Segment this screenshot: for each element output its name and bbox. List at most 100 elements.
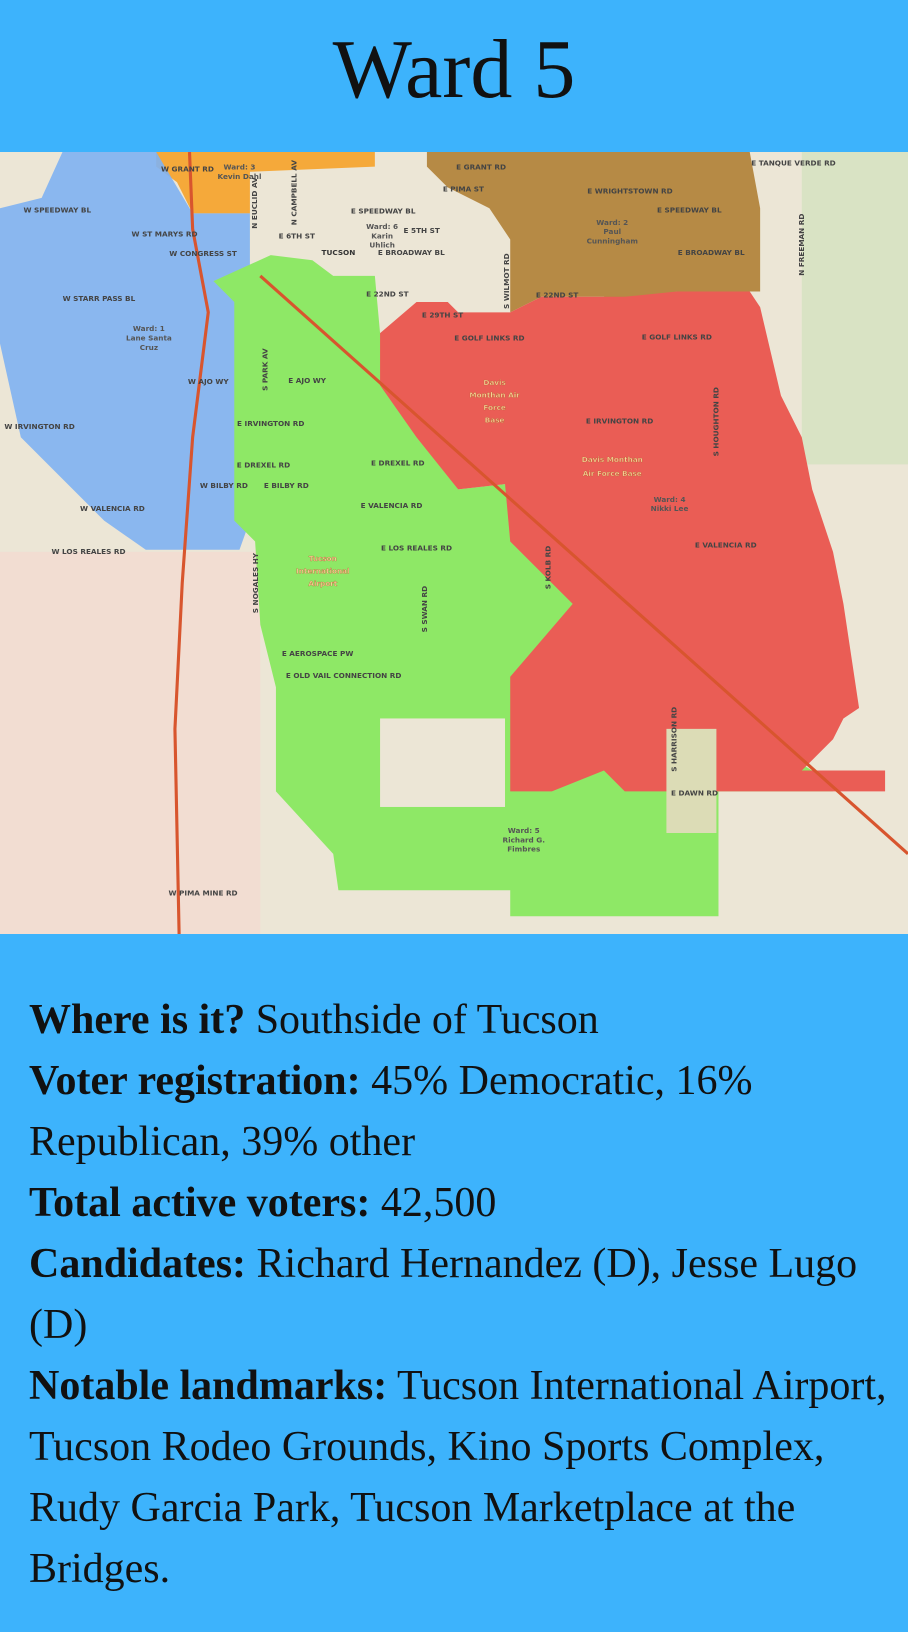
map-label: E GRANT RD [456,163,506,172]
ward-1 [0,152,250,550]
info-item: Where is it? Southside of Tucson [29,990,891,1051]
map-label: Paul [603,227,621,236]
map-label: Ward: 1 [133,324,165,333]
info-item: Notable landmarks: Tucson International … [29,1356,891,1600]
park-area [801,152,908,465]
map-label: E VALENCIA RD [695,541,757,550]
map-label: E IRVINGTON RD [586,417,653,426]
map-label: W VALENCIA RD [80,504,145,513]
info-label: Notable landmarks: [29,1363,388,1409]
map-label: S KOLB RD [544,546,553,590]
info-text: 42,500 [380,1180,497,1226]
map-label: S HOUGHTON RD [711,387,720,456]
info-text: Southside of Tucson [255,997,599,1043]
map-label: Ward: 4 [654,495,686,504]
map-label: E BROADWAY BL [378,248,445,257]
info-label: Where is it? [29,997,246,1043]
info-text: 45% Democratic, 16% Republican, 39% othe… [29,1058,753,1165]
map-label: E 22ND ST [536,291,578,300]
map-label: E DREXEL RD [237,460,290,469]
map-label: E AEROSPACE PW [282,649,354,658]
map-label: E DAWN RD [671,788,718,797]
info-label: Total active voters: [29,1180,371,1226]
map-label: Cunningham [587,237,638,246]
map-label: W LOS REALES RD [52,547,126,556]
title: Ward 5 [332,23,576,116]
map-label: E OLD VAIL CONNECTION RD [286,671,402,680]
map-label: Force [483,403,506,412]
map-label: E AJO WY [288,376,327,385]
map-label: E GOLF LINKS RD [454,333,524,342]
info-text: Richard Hernandez (D), Jesse Lugo (D) [29,1241,858,1348]
map-label: Monthan Air [469,391,520,400]
map-label: Lane Santa [126,333,172,342]
map-label: E LOS REALES RD [381,544,452,553]
map-label: Davis [483,378,506,387]
map-label: S NOGALES HY [251,552,260,613]
map-label: Fimbres [507,845,540,854]
map-label: W SPEEDWAY BL [23,205,91,214]
map-label: E 5TH ST [404,226,440,235]
info-item: Total active voters: 42,500 [29,1173,891,1234]
map-label: S SWAN RD [420,586,429,633]
map-label: Cruz [140,343,158,352]
map-label: E PIMA ST [443,184,484,193]
map-label: N EUCLID AV [250,177,259,229]
map-label: E DREXEL RD [371,458,424,467]
map-label: W AJO WY [188,377,230,386]
map-label: W GRANT RD [161,165,214,174]
map-label: Richard G. [503,835,546,844]
map-label: W BILBY RD [200,481,248,490]
map-label: E SPEEDWAY BL [351,206,416,215]
map-label: Ward: 2 [596,218,628,227]
info-item: Voter registration: 45% Democratic, 16% … [29,1051,891,1173]
info-label: Voter registration: [29,1058,361,1104]
map-label: W CONGRESS ST [169,249,237,258]
interstate-19 [173,152,210,934]
info-section: Where is it? Southside of Tucson Voter re… [29,990,891,1600]
map-label: Airport [308,579,337,588]
map-label: N FREEMAN RD [797,214,806,276]
map-label: Uhlich [369,241,395,250]
ward-3 [156,152,375,214]
map-label: E 29TH ST [422,310,463,319]
map-label: Karin [371,231,393,240]
map-label: W ST MARYS RD [132,229,198,238]
map-label: S WILMOT RD [502,253,511,309]
map-label: E BROADWAY BL [678,248,745,257]
info-label: Candidates: [29,1241,247,1287]
map-label: E SPEEDWAY BL [657,205,722,214]
map-label: Ward: 6 [366,222,398,231]
ward-4 [380,291,886,792]
map-label: E TANQUE VERDE RD [751,158,836,167]
map-label: E VALENCIA RD [361,501,423,510]
map-label: Air Force Base [583,469,642,478]
map-label: E 6TH ST [279,231,315,240]
map-label: W IRVINGTON RD [4,422,74,431]
map-label: W STARR PASS BL [63,294,136,303]
map-label: Davis Monthan [582,455,643,464]
map-label: E WRIGHTSTOWN RD [587,187,672,196]
info-text: Tucson International Airport, Tucson Rod… [29,1363,887,1592]
map-label: S HARRISON RD [670,707,679,772]
interstate-10 [259,274,908,855]
map-label: W PIMA MINE RD [169,888,238,897]
map-label: N CAMPBELL AV [290,160,299,226]
map-label: Ward: 5 [508,826,540,835]
info-item: Candidates: Richard Hernandez (D), Jesse… [29,1234,891,1356]
map-label: Tucson [309,554,337,563]
map-label: E BILBY RD [264,481,309,490]
map-label: E 22ND ST [366,290,408,299]
map-label: E GOLF LINKS RD [642,332,712,341]
unincorporated-area [666,728,717,833]
map-label: Nikki Lee [651,504,689,513]
map-label: Ward: 3 [224,163,256,172]
unincorporated-area [380,718,506,807]
map-label: S PARK AV [261,348,270,391]
map-label: International [296,567,349,576]
reservation-area [0,551,261,934]
map-label: E IRVINGTON RD [237,419,304,428]
